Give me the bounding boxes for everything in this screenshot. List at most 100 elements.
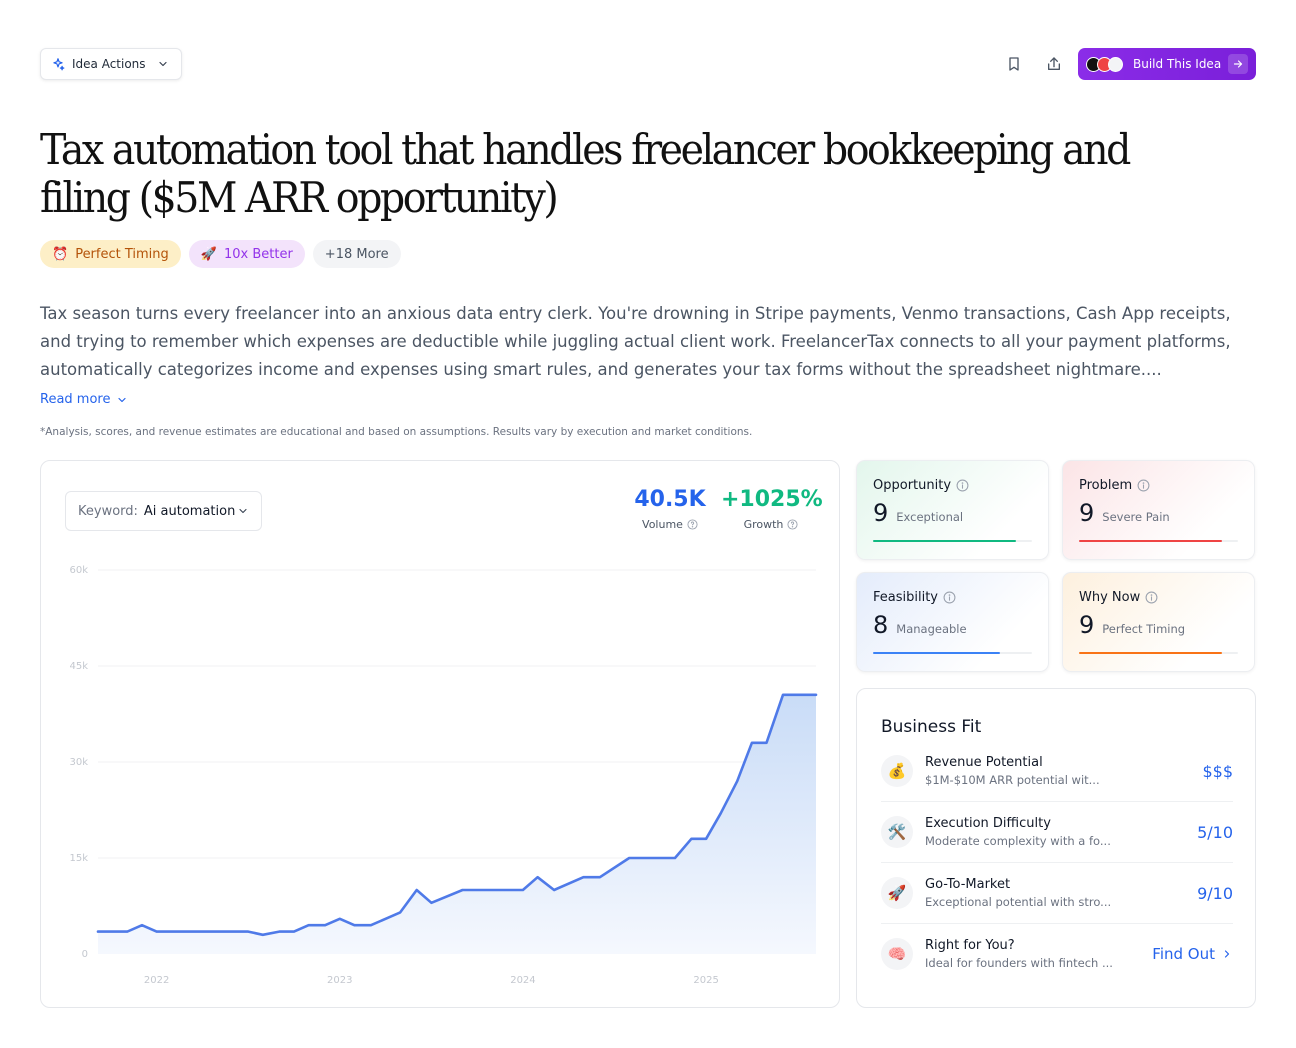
share-button[interactable] [1042,52,1066,76]
tools-icon: 🛠️ [881,816,913,848]
build-this-idea-label: Build This Idea [1133,57,1222,71]
chevron-right-icon [1224,949,1230,958]
sparkle-icon [53,58,65,71]
y-tick-label: 30k [69,757,88,768]
fit-desc: Exceptional potential with stro... [925,895,1112,909]
find-out-link[interactable]: Find Out [1152,945,1233,963]
chevron-down-icon [158,61,167,67]
brain-icon: 🧠 [881,937,913,970]
platform-logo-icon [1108,56,1123,72]
x-tick-label: 2024 [510,975,535,986]
fit-text: Revenue Potential $1M-$10M ARR potential… [925,755,1190,787]
score-label: Manageable [896,622,967,636]
score-bar-fill [1079,540,1223,542]
y-tick-label: 0 [82,949,88,960]
fit-desc: $1M-$10M ARR potential wit... [925,773,1100,787]
tag-more-button[interactable]: +18 More [312,240,401,268]
score-bar [873,540,1032,542]
info-icon[interactable] [1137,479,1150,492]
fit-row-execution-difficulty[interactable]: 🛠️ Execution Difficulty Moderate complex… [881,802,1233,863]
problem-score-card[interactable]: Problem 9 Severe Pain [1062,460,1255,560]
score-value: 9 [1079,499,1095,527]
share-icon [1048,57,1060,70]
score-bar-fill [873,652,1001,654]
score-title-row: Opportunity [873,478,1032,493]
y-tick-label: 45k [69,661,88,672]
money-bag-icon: 💰 [881,755,913,787]
volume-stat: 40.5K Volume [631,487,709,531]
keyword-label: Keyword: [78,503,138,519]
fit-desc: Moderate complexity with a fo... [925,834,1111,848]
score-row: 9 Exceptional [873,499,1032,527]
arrow-right-icon [1228,54,1248,74]
idea-actions-button[interactable]: Idea Actions [40,48,182,80]
bookmark-button[interactable] [1002,52,1026,76]
help-circle-icon[interactable] [687,519,698,530]
growth-value: +1025% [721,487,823,512]
chevron-down-icon [118,397,127,402]
y-tick-label: 15k [69,853,88,864]
tag-perfect-timing[interactable]: ⏰ Perfect Timing [40,240,181,268]
info-icon[interactable] [1145,591,1158,604]
idea-actions-label: Idea Actions [72,57,146,71]
score-bar [873,652,1032,654]
idea-description: Tax season turns every freelancer into a… [40,304,1231,379]
fit-row-revenue-potential[interactable]: 💰 Revenue Potential $1M-$10M ARR potenti… [881,741,1233,802]
score-title: Problem [1079,478,1133,493]
tag-list: ⏰ Perfect Timing 🚀 10x Better +18 More [40,240,401,268]
trend-chart: 0 15k 30k 45k 60k 2022 2023 2024 2025 [69,565,818,986]
rocket-icon: 🚀 [881,877,913,909]
fit-row-right-for-you[interactable]: 🧠 Right for You? Ideal for founders with… [881,923,1233,984]
growth-stat: +1025% Growth [721,487,823,531]
volume-label-row: Volume [631,518,709,531]
chevron-down-icon [239,508,247,514]
score-title-row: Feasibility [873,590,1032,605]
score-label: Severe Pain [1102,510,1170,524]
opportunity-score-card[interactable]: Opportunity 9 Exceptional [856,460,1049,560]
build-this-idea-button[interactable]: Build This Idea [1078,48,1256,80]
info-icon[interactable] [943,591,956,604]
score-bar-fill [873,540,1017,542]
tag-label: 10x Better [223,246,293,262]
keyword-select[interactable]: Keyword: Ai automation [65,491,262,531]
score-label: Perfect Timing [1102,622,1186,636]
top-toolbar: Idea Actions Build This Idea [40,48,1256,80]
help-circle-icon[interactable] [787,519,798,530]
tag-label: Perfect Timing [75,246,169,262]
bookmark-icon [1009,57,1019,71]
info-icon[interactable] [956,479,969,492]
score-value: 9 [1079,611,1095,639]
business-fit-title: Business Fit [881,717,982,737]
score-row: 9 Perfect Timing [1079,611,1238,639]
feasibility-score-card[interactable]: Feasibility 8 Manageable [856,572,1049,672]
score-title: Why Now [1079,590,1141,605]
growth-label: Growth [743,518,784,531]
area-fill [98,694,816,954]
volume-value: 40.5K [634,487,706,512]
x-tick-label: 2022 [144,975,169,986]
score-label: Exceptional [896,510,964,524]
read-more-link[interactable]: Read more [40,392,128,407]
score-title-row: Problem [1079,478,1238,493]
fit-text: Execution Difficulty Moderate complexity… [925,816,1185,848]
fit-value: 9/10 [1197,883,1233,903]
fit-name: Revenue Potential [925,755,1043,770]
tag-10x-better[interactable]: 🚀 10x Better [188,240,305,268]
fit-text: Go-To-Market Exceptional potential with … [925,877,1185,909]
read-more-label: Read more [40,392,111,407]
why-now-score-card[interactable]: Why Now 9 Perfect Timing [1062,572,1255,672]
disclaimer-text: *Analysis, scores, and revenue estimates… [40,426,753,438]
fit-row-go-to-market[interactable]: 🚀 Go-To-Market Exceptional potential wit… [881,863,1233,924]
idea-title: Tax automation tool that handles freelan… [40,125,1131,222]
alarm-clock-icon: ⏰ [52,246,69,262]
fit-value: $$$ [1202,761,1233,781]
score-bar [1079,540,1238,542]
business-fit-card: Business Fit 💰 Revenue Potential $1M-$10… [856,688,1256,1008]
platform-logos [1086,56,1123,72]
score-value: 8 [873,611,889,639]
score-title: Opportunity [873,478,952,493]
score-bar [1079,652,1238,654]
fit-text: Right for You? Ideal for founders with f… [925,938,1152,970]
trend-chart-card: 0 15k 30k 45k 60k 2022 2023 2024 2025 Keyword: A… [40,460,840,1008]
score-title: Feasibility [873,590,938,605]
